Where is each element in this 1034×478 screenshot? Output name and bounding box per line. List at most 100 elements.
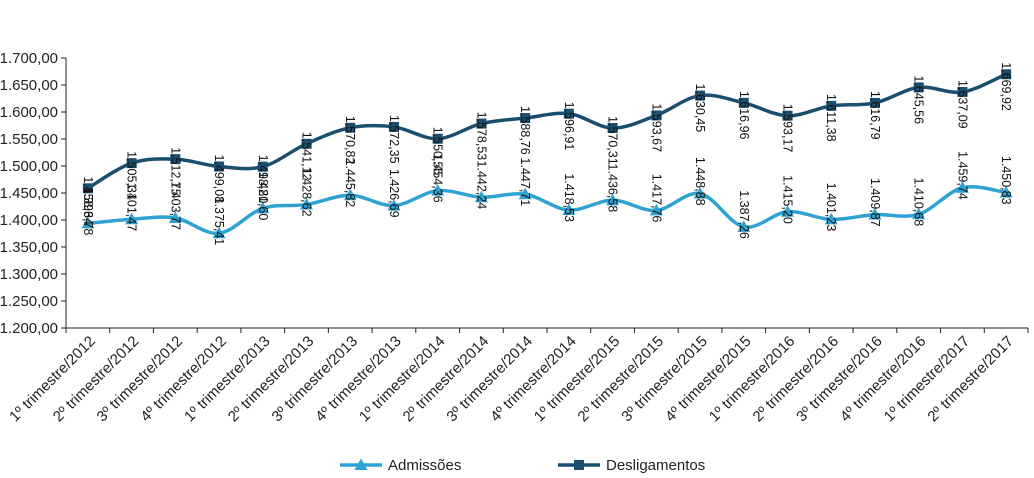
data-point-admissoes xyxy=(168,211,182,223)
y-tick-label: 1.200,00 xyxy=(0,320,58,337)
series-line-admissoes xyxy=(87,185,1007,236)
data-label-desligamentos: 1.498,80 xyxy=(256,155,270,204)
data-point-desligamentos xyxy=(126,158,137,169)
data-label-admissoes: 1.401,23 xyxy=(824,183,838,232)
data-point-admissoes xyxy=(868,208,882,220)
data-point-admissoes xyxy=(955,181,969,193)
data-label-desligamentos: 1.499,08 xyxy=(212,154,226,203)
data-point-desligamentos xyxy=(826,100,837,111)
data-point-admissoes xyxy=(737,220,751,232)
data-point-desligamentos xyxy=(301,138,312,149)
series-line-desligamentos xyxy=(86,72,1007,190)
data-point-admissoes xyxy=(474,190,488,203)
data-label-admissoes: 1.418,53 xyxy=(562,173,576,222)
data-point-admissoes xyxy=(518,187,532,200)
data-point-desligamentos xyxy=(782,110,793,121)
data-label-admissoes: 1.403,77 xyxy=(168,181,182,230)
data-point-desligamentos xyxy=(345,122,356,133)
data-point-admissoes xyxy=(300,198,313,210)
data-label-desligamentos: 1.593,17 xyxy=(781,104,795,153)
data-point-desligamentos xyxy=(738,97,749,108)
data-label-admissoes: 1.445,82 xyxy=(343,159,357,208)
data-point-desligamentos xyxy=(651,110,662,121)
legend: Admissões Desligamentos xyxy=(340,457,705,474)
data-label-admissoes: 1.409,87 xyxy=(868,178,882,227)
data-label-desligamentos: 1.611,38 xyxy=(824,94,838,142)
data-label-admissoes: 1.375,41 xyxy=(212,197,226,246)
data-label-admissoes: 1.421,60 xyxy=(256,172,270,221)
data-point-admissoes xyxy=(431,184,445,196)
data-point-admissoes xyxy=(912,207,926,220)
data-point-desligamentos xyxy=(388,121,399,132)
data-point-desligamentos xyxy=(476,118,487,129)
data-point-admissoes xyxy=(781,205,794,217)
data-label-desligamentos: 1.505,31 xyxy=(125,151,139,200)
y-tick-label: 1.400,00 xyxy=(0,212,58,229)
data-point-desligamentos xyxy=(170,154,181,165)
legend-marker-admissoes xyxy=(354,458,368,470)
legend-label-desligamentos: Desligamentos xyxy=(606,457,705,474)
data-point-admissoes xyxy=(649,203,663,216)
data-label-desligamentos: 1.596,91 xyxy=(562,102,576,151)
data-point-desligamentos xyxy=(432,133,443,144)
data-label-admissoes: 1.447,71 xyxy=(518,158,532,207)
data-label-desligamentos: 1.616,96 xyxy=(737,91,751,140)
data-label-admissoes: 1.410,68 xyxy=(912,178,926,227)
data-point-admissoes xyxy=(256,201,270,214)
data-point-admissoes xyxy=(693,187,707,199)
data-point-admissoes xyxy=(125,212,139,225)
data-label-desligamentos: 1.550,55 xyxy=(431,127,445,176)
y-tick-label: 1.300,00 xyxy=(0,266,58,283)
legend-label-admissoes: Admissões xyxy=(388,457,461,474)
data-point-admissoes xyxy=(824,212,838,225)
data-label-desligamentos: 1.512,75 xyxy=(168,147,182,196)
y-tick-label: 1.350,00 xyxy=(0,239,58,256)
data-point-desligamentos xyxy=(1001,69,1012,80)
data-label-admissoes: 1.417,76 xyxy=(649,174,663,223)
data-point-desligamentos xyxy=(695,90,706,101)
data-label-admissoes: 1.436,58 xyxy=(606,164,620,213)
y-tick-label: 1.700,00 xyxy=(0,50,58,67)
data-label-admissoes: 1.454,36 xyxy=(431,154,445,203)
data-label-desligamentos: 1.578,53 xyxy=(474,112,488,161)
data-label-desligamentos: 1.588,76 xyxy=(518,106,532,155)
y-tick-label: 1.550,00 xyxy=(0,131,58,148)
data-label-admissoes: 1.415,20 xyxy=(781,175,795,224)
data-point-desligamentos xyxy=(869,97,880,108)
data-label-desligamentos: 1.570,31 xyxy=(606,116,620,165)
data-label-admissoes: 1.442,24 xyxy=(474,161,488,210)
data-point-admissoes xyxy=(606,193,620,206)
data-label-desligamentos: 1.593,67 xyxy=(649,103,663,152)
legend-marker-desligamentos xyxy=(574,460,584,470)
data-point-admissoes xyxy=(387,199,401,211)
data-label-admissoes: 1.459,74 xyxy=(955,151,969,200)
data-label-admissoes: 1.428,62 xyxy=(300,168,314,217)
y-tick-label: 1.600,00 xyxy=(0,104,58,121)
data-point-admissoes xyxy=(81,216,95,229)
data-label-desligamentos: 1.616,79 xyxy=(868,91,882,140)
data-point-desligamentos xyxy=(563,108,574,119)
series-lines xyxy=(81,69,1013,239)
data-point-admissoes xyxy=(562,203,576,215)
data-label-desligamentos: 1.630,45 xyxy=(693,84,707,133)
data-label-admissoes: 1.393,78 xyxy=(81,187,95,236)
data-label-admissoes: 1.426,69 xyxy=(387,169,401,218)
data-point-desligamentos xyxy=(257,161,268,172)
data-point-desligamentos xyxy=(520,113,531,124)
data-point-admissoes xyxy=(999,186,1013,198)
data-point-desligamentos xyxy=(913,82,924,93)
y-tick-label: 1.500,00 xyxy=(0,158,58,175)
data-point-desligamentos xyxy=(957,86,968,97)
y-tick-label: 1.250,00 xyxy=(0,293,58,310)
data-label-admissoes: 1.448,88 xyxy=(693,157,707,206)
data-label-desligamentos: 1.572,35 xyxy=(387,115,401,164)
data-label-desligamentos: 1.669,92 xyxy=(999,62,1013,111)
y-tick-label: 1.450,00 xyxy=(0,185,58,202)
data-label-desligamentos: 1.645,56 xyxy=(912,75,926,124)
data-label-desligamentos: 1.541,12 xyxy=(300,132,314,181)
data-point-desligamentos xyxy=(82,183,93,194)
data-label-admissoes: 1.450,83 xyxy=(999,156,1013,205)
data-point-admissoes xyxy=(343,188,357,201)
data-label-desligamentos: 1.637,09 xyxy=(955,80,969,129)
